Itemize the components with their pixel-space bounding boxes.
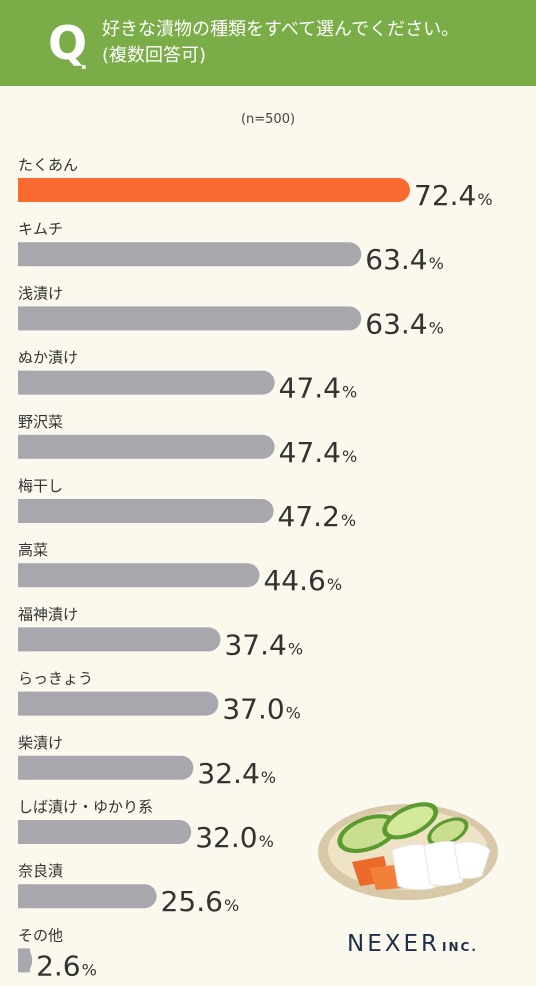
value-label: 37.4% (224, 628, 303, 661)
category-label: 浅漬け (18, 284, 63, 302)
nexer-logo: NEXER INC. (347, 931, 478, 957)
category-label: しば漬け・ゆかり系 (18, 798, 153, 816)
bar (18, 820, 192, 844)
question-line-1: 好きな漬物の種類をすべて選んでください。 (102, 19, 460, 40)
value-label: 37.0% (222, 693, 301, 726)
sample-size: (n=500) (240, 112, 296, 127)
category-label: らっきょう (18, 670, 93, 688)
value-label: 47.2% (278, 500, 357, 533)
bar-base (18, 563, 30, 588)
bar (18, 755, 194, 780)
value-label: 63.4% (365, 243, 444, 276)
value-label: 47.4% (279, 436, 358, 469)
bar-base (18, 884, 30, 909)
question-line-2: (複数回答可) (102, 45, 207, 66)
bar-base (18, 370, 30, 395)
value-label: 25.6% (161, 885, 240, 918)
category-label: 奈良漬 (18, 862, 63, 880)
bar (18, 499, 274, 523)
category-label: 野沢菜 (18, 413, 63, 431)
q-dot: . (80, 50, 88, 74)
value-label: 44.6% (263, 564, 342, 597)
bar (18, 242, 362, 267)
value-label: 32.0% (195, 821, 274, 854)
category-label: ぬか漬け (18, 349, 78, 367)
bar-base (18, 242, 30, 267)
logo-name: NEXER (347, 931, 441, 957)
category-label: キムチ (18, 220, 63, 238)
value-label: 32.4% (197, 757, 276, 790)
pickles-plate-illustration (318, 802, 498, 900)
category-label: たくあん (18, 156, 78, 174)
bar-base (18, 948, 30, 973)
value-label: 72.4% (414, 179, 493, 212)
bar-base (18, 499, 30, 523)
value-label: 2.6% (36, 949, 97, 982)
bar (18, 434, 275, 459)
question-header: Q . 好きな漬物の種類をすべて選んでください。 (複数回答可) (0, 0, 536, 86)
category-label: 福神漬け (18, 605, 78, 623)
bar-base (18, 820, 30, 844)
bar (18, 627, 221, 652)
category-label: 高菜 (18, 541, 48, 559)
category-label: 柴漬け (18, 734, 63, 752)
category-label: 梅干し (18, 477, 63, 495)
bar-base (18, 627, 30, 652)
bar (18, 370, 275, 395)
bar (18, 691, 219, 716)
bar-base (18, 178, 30, 202)
bar-base (18, 306, 30, 331)
bar (18, 884, 157, 909)
bar (18, 563, 260, 588)
question-text: 好きな漬物の種類をすべて選んでください。 (複数回答可) (102, 17, 532, 69)
q-mark: Q (48, 16, 88, 70)
bar-base (18, 691, 30, 716)
value-label: 47.4% (279, 372, 358, 405)
value-label: 63.4% (365, 307, 444, 340)
bar (18, 306, 362, 331)
bar-base (18, 755, 30, 780)
category-label: その他 (18, 926, 63, 944)
bar-base (18, 434, 30, 459)
bar (18, 178, 410, 202)
logo-suffix: INC. (442, 940, 478, 954)
